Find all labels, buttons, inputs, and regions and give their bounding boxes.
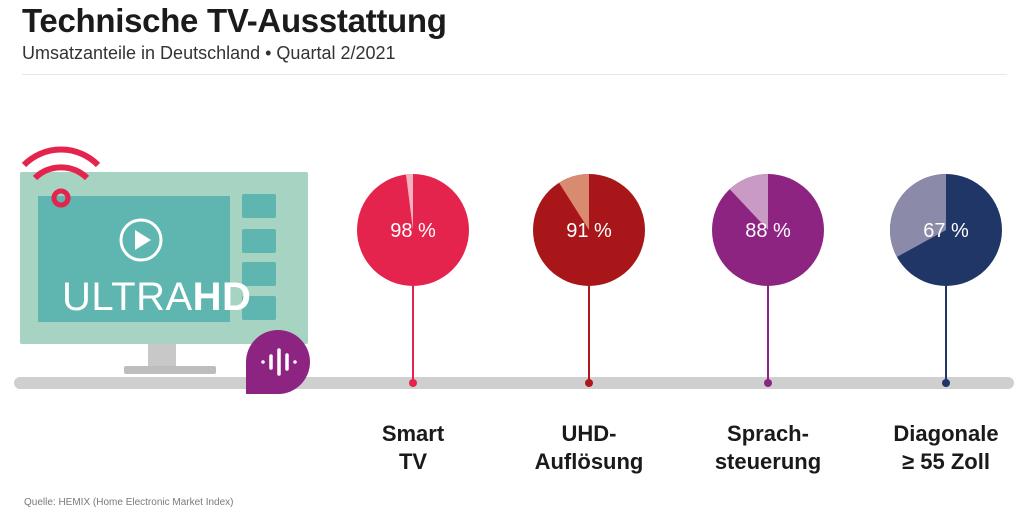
wifi-icon <box>21 146 101 208</box>
pie-stem-dot <box>764 379 772 387</box>
category-label-line: Auflösung <box>534 449 644 474</box>
pie-value-label: 67 % <box>923 220 969 242</box>
play-icon <box>119 218 163 262</box>
category-label: Diagonale ≥ 55 Zoll <box>851 420 1030 476</box>
header-divider <box>22 74 1007 75</box>
category-label: Sprach-steuerung <box>673 420 863 476</box>
pie-stem-dot <box>585 379 593 387</box>
tv-thumbnail <box>242 229 276 253</box>
ultra-hd-logo: ULTRAHD <box>62 275 252 319</box>
category-label-line: Smart <box>381 421 445 446</box>
pie-slice-rest <box>890 174 946 257</box>
tv-thumbnail <box>242 262 276 286</box>
tv-thumbnail <box>242 296 276 320</box>
page-title: Technische TV-Ausstattung <box>22 2 447 39</box>
category-label-line: Diagonale <box>893 421 999 446</box>
tv-thumbnail <box>242 194 276 218</box>
pie-value-label: 88 % <box>745 220 791 242</box>
pie-slice-rest <box>729 174 768 230</box>
category-label-line: ≥ 55 Zoll <box>902 449 990 474</box>
tv-stand <box>148 344 176 370</box>
source-note: Quelle: HEMIX (Home Electronic Market In… <box>24 497 234 508</box>
pie-charts: 98 % 91 % 88 % 67 % <box>357 174 1002 387</box>
category-label-line: UHD- <box>561 421 617 446</box>
page-subtitle: Umsatzanteile in Deutschland • Quartal 2… <box>22 43 396 63</box>
tv-base <box>124 366 216 374</box>
pie-slice-rest <box>405 174 413 230</box>
category-label: UHD- Auflösung <box>494 420 684 476</box>
pie-slice-rest <box>558 174 589 230</box>
pie-value-label: 98 % <box>390 220 436 242</box>
category-label-line: TV <box>398 449 428 474</box>
pie-stem-dot <box>409 379 417 387</box>
category-label-line: Sprach- <box>727 421 809 446</box>
pie-value-label: 91 % <box>566 220 612 242</box>
pie-stem-dot <box>942 379 950 387</box>
category-label: Smart TV <box>318 420 508 476</box>
voice-assistant-icon <box>246 330 310 394</box>
category-label-line: steuerung <box>714 449 822 474</box>
